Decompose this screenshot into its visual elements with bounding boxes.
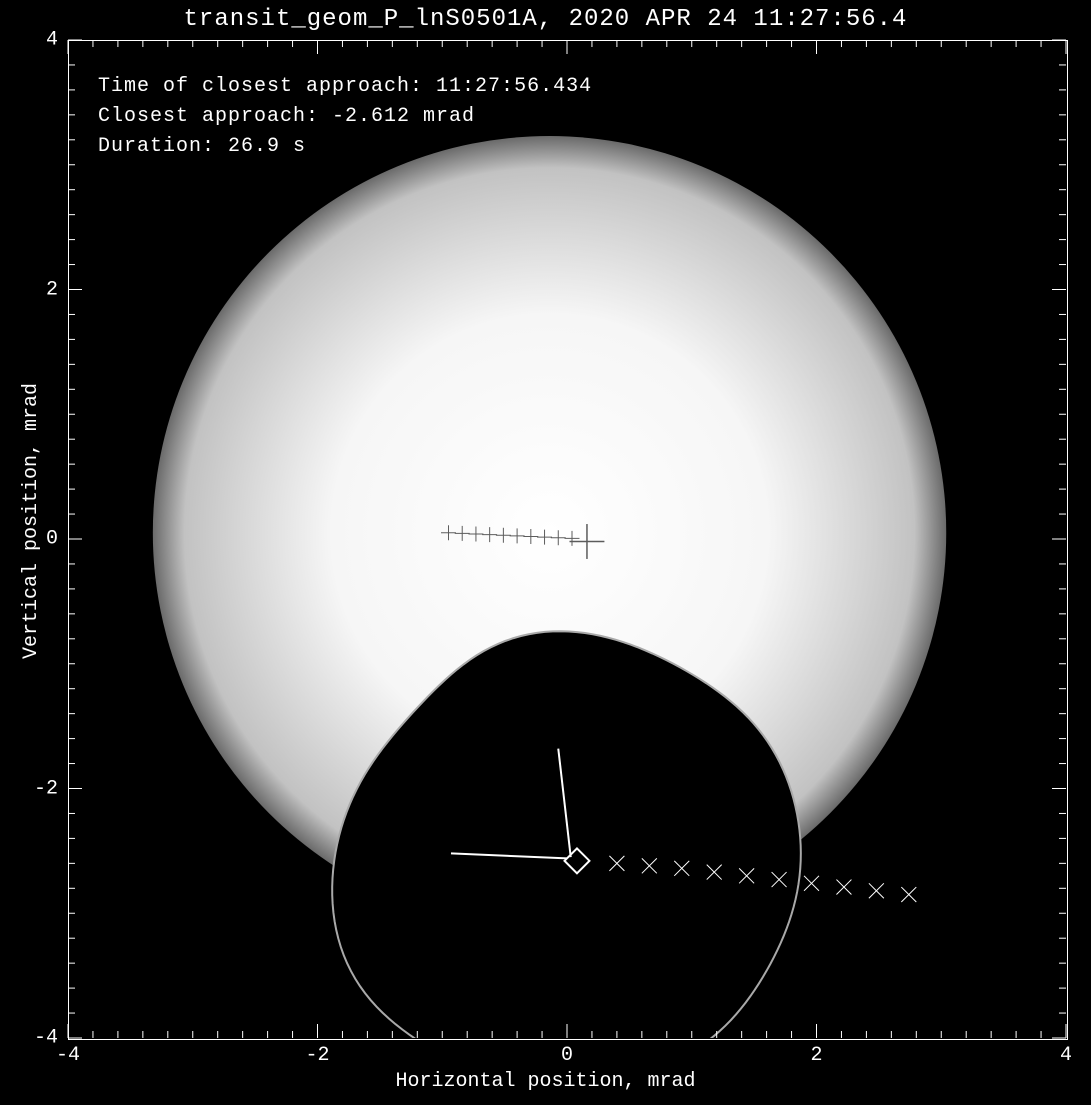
xtick-label: 0 <box>561 1044 573 1067</box>
x-axis-label: Horizontal position, mrad <box>0 1070 1091 1093</box>
xtick-label: -2 <box>305 1044 329 1067</box>
ytick-label: 2 <box>46 278 58 301</box>
info-line-3: Duration: 26.9 s <box>98 135 306 158</box>
chart-container: transit_geom_P_lnS0501A, 2020 APR 24 11:… <box>0 0 1091 1105</box>
y-axis-label: Vertical position, mrad <box>20 383 43 659</box>
xtick-label: 2 <box>810 1044 822 1067</box>
xtick-label: 4 <box>1060 1044 1072 1067</box>
ytick-label: 4 <box>46 29 58 52</box>
xtick-label: -4 <box>56 1044 80 1067</box>
ytick-label: -2 <box>34 777 58 800</box>
info-line-1: Time of closest approach: 11:27:56.434 <box>98 75 592 98</box>
plot-svg <box>0 0 1091 1105</box>
ytick-label: -4 <box>34 1027 58 1050</box>
info-line-2: Closest approach: -2.612 mrad <box>98 105 475 128</box>
ytick-label: 0 <box>46 528 58 551</box>
